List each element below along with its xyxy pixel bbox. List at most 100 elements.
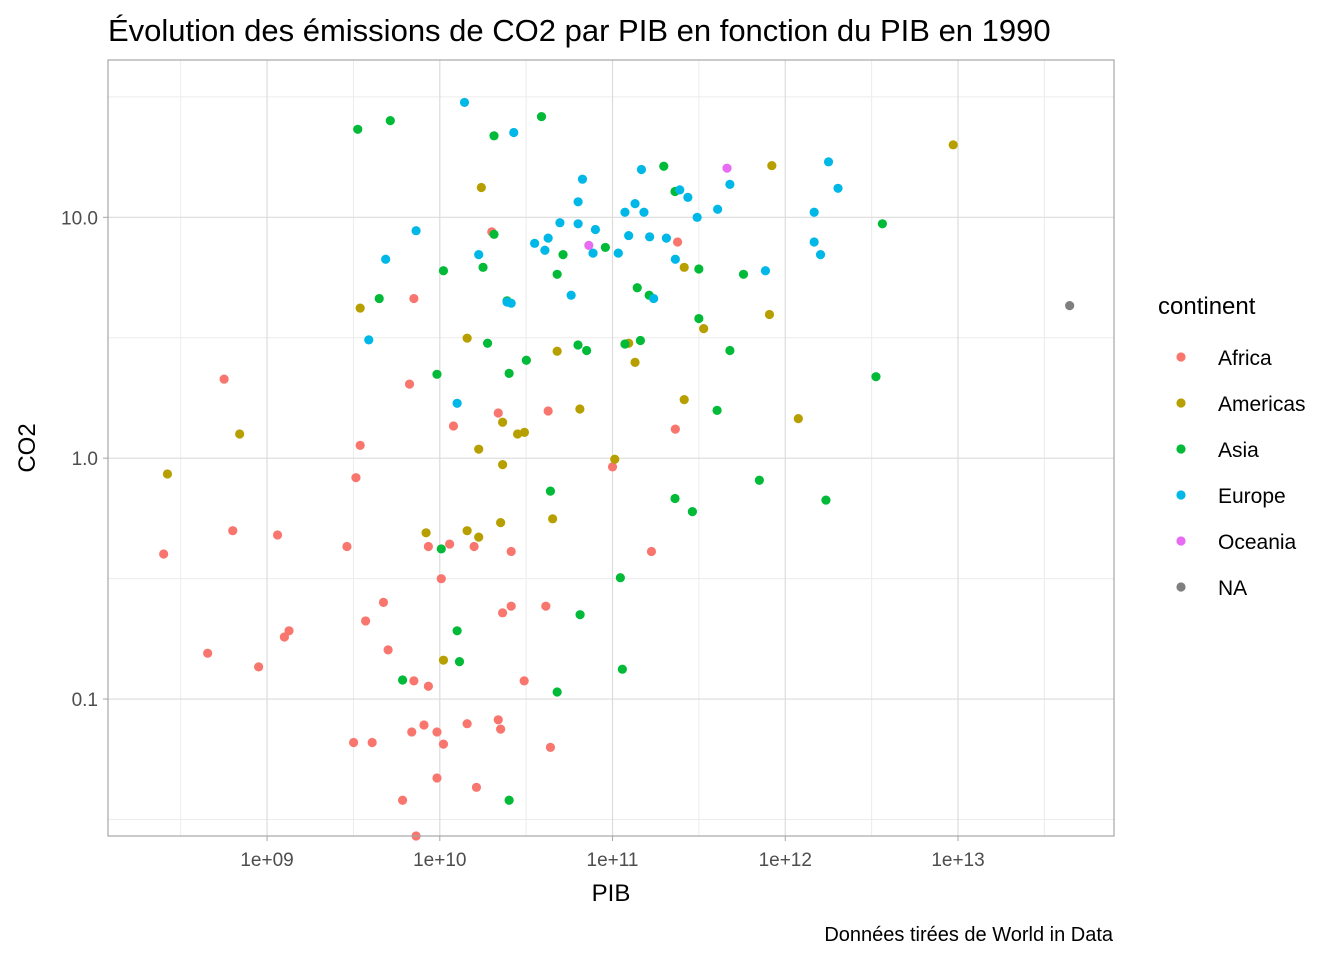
x-axis-title: PIB	[592, 880, 631, 907]
data-point-asia	[754, 475, 764, 485]
data-point-asia	[454, 657, 465, 667]
data-point-africa	[284, 626, 294, 636]
data-point-americas	[767, 160, 777, 171]
data-point-africa	[404, 379, 415, 389]
legend-label-europe: Europe	[1218, 485, 1286, 508]
data-point-americas	[235, 429, 245, 439]
data-point-europe	[639, 207, 649, 217]
data-point-europe	[590, 224, 601, 235]
data-point-asia	[725, 345, 735, 356]
data-point-americas	[793, 414, 803, 424]
data-point-africa	[228, 526, 238, 536]
data-point-africa	[409, 293, 419, 304]
x-tick-label: 1e+13	[931, 850, 984, 871]
data-point-americas	[764, 309, 775, 320]
data-point-asia	[397, 675, 408, 685]
data-point-africa	[407, 727, 417, 737]
data-point-americas	[421, 528, 431, 538]
data-point-americas	[610, 454, 620, 464]
data-point-americas	[679, 395, 689, 405]
data-point-asia	[489, 131, 499, 141]
legend-key-africa	[1176, 352, 1186, 362]
data-point-africa	[419, 720, 429, 730]
data-point-asia	[374, 293, 384, 304]
data-point-africa	[541, 601, 551, 611]
data-point-asia	[694, 313, 704, 324]
x-tick-label: 1e+10	[413, 850, 466, 871]
data-point-africa	[383, 645, 393, 655]
data-point-europe	[474, 250, 484, 260]
data-point-asia	[575, 610, 585, 620]
legend-label-asia: Asia	[1218, 439, 1259, 462]
data-point-africa	[498, 608, 508, 618]
data-point-europe	[411, 226, 421, 236]
data-point-americas	[462, 526, 472, 536]
data-point-americas	[679, 262, 689, 272]
legend-title: continent	[1158, 293, 1256, 320]
data-point-africa	[432, 773, 442, 783]
data-point-asia	[738, 269, 749, 279]
data-point-europe	[555, 218, 565, 228]
data-point-africa	[607, 462, 618, 472]
data-point-africa	[367, 737, 377, 748]
legend-label-africa: Africa	[1218, 347, 1272, 370]
data-point-africa	[432, 727, 442, 737]
legend-label-americas: Americas	[1218, 393, 1306, 416]
plot-panel	[107, 59, 1115, 841]
data-point-asia	[489, 229, 499, 239]
data-point-europe	[815, 250, 826, 260]
data-point-europe	[540, 245, 550, 255]
legend-key-oceania	[1176, 536, 1186, 546]
data-point-europe	[725, 179, 735, 189]
data-point-americas	[552, 346, 562, 356]
data-point-asia	[452, 626, 462, 636]
data-point-europe	[588, 248, 598, 258]
data-point-asia	[482, 338, 493, 348]
data-point-asia	[536, 111, 547, 122]
data-point-europe	[620, 207, 630, 217]
y-axis-title: CO2	[14, 423, 41, 472]
data-point-asia	[504, 368, 514, 378]
data-point-asia	[659, 161, 669, 171]
data-point-asia	[552, 269, 562, 279]
data-point-asia	[545, 486, 556, 496]
data-point-asia	[552, 687, 562, 697]
data-point-asia	[436, 544, 446, 554]
data-point-europe	[675, 185, 685, 195]
y-tick-label: 1.0	[72, 449, 98, 470]
data-point-americas	[462, 333, 472, 343]
legend-label-oceania: Oceania	[1218, 531, 1297, 554]
data-point-europe	[452, 398, 462, 408]
data-point-europe	[809, 207, 819, 217]
data-point-europe	[543, 233, 553, 243]
data-point-africa	[445, 539, 455, 549]
data-point-africa	[670, 424, 680, 434]
data-point-americas	[548, 514, 558, 524]
data-point-europe	[530, 238, 540, 248]
data-point-africa	[219, 374, 229, 384]
legend-key-asia	[1176, 444, 1186, 454]
legend-label-na: NA	[1218, 577, 1247, 600]
data-point-oceania	[584, 240, 594, 250]
y-tick-label: 0.1	[72, 690, 98, 711]
data-point-africa	[378, 597, 389, 607]
data-point-americas	[438, 655, 449, 665]
data-point-europe	[573, 219, 583, 229]
data-point-americas	[162, 469, 173, 479]
legend-entries: Africa Americas Asia Europe Oceania NA	[1176, 347, 1306, 600]
data-point-asia	[620, 339, 630, 349]
data-point-europe	[459, 97, 470, 108]
data-point-europe	[566, 290, 576, 300]
data-point-europe	[823, 157, 834, 167]
data-point-europe	[624, 230, 634, 241]
data-point-europe	[713, 204, 723, 214]
data-point-africa	[423, 541, 433, 552]
data-point-americas	[355, 303, 365, 313]
data-point-asia	[573, 340, 583, 350]
data-point-africa	[506, 601, 516, 611]
data-point-americas	[519, 427, 530, 437]
x-tick-label: 1e+11	[587, 850, 639, 871]
panel-border	[107, 59, 1115, 837]
data-point-americas	[498, 460, 508, 470]
